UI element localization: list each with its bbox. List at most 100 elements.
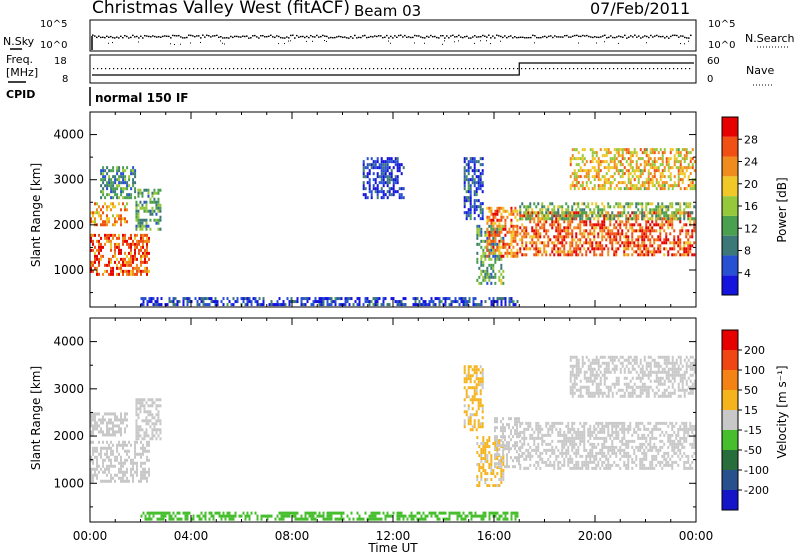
- data-cell: [147, 422, 150, 426]
- data-cell: [635, 163, 638, 167]
- data-cell: [545, 460, 548, 464]
- nsky-sample: [558, 36, 560, 38]
- data-cell: [659, 163, 662, 167]
- data-cell: [106, 446, 108, 450]
- data-cell: [609, 217, 612, 221]
- data-cell: [469, 160, 472, 164]
- data-cell: [593, 436, 596, 440]
- data-cell: [128, 242, 130, 246]
- data-cell: [609, 205, 612, 209]
- data-cell: [144, 233, 146, 237]
- data-cell: [475, 187, 478, 191]
- data-cell: [500, 239, 503, 243]
- nsky-sample: [516, 36, 518, 39]
- data-cell: [338, 297, 341, 301]
- data-cell: [583, 187, 586, 191]
- data-cell: [563, 451, 566, 455]
- data-cell: [328, 297, 331, 301]
- data-cell: [512, 459, 514, 463]
- data-cell: [597, 241, 600, 245]
- data-cell: [92, 263, 94, 267]
- data-cell: [364, 187, 367, 191]
- data-cell: [304, 297, 307, 301]
- data-cell: [529, 202, 532, 206]
- data-cell: [176, 300, 179, 304]
- data-cell: [498, 444, 500, 448]
- nsky-sample: [352, 37, 354, 39]
- nsky-sample: [206, 34, 208, 36]
- data-cell: [476, 463, 479, 467]
- data-cell: [102, 205, 104, 209]
- data-cell: [667, 460, 670, 464]
- data-cell: [569, 157, 572, 161]
- data-cell: [159, 422, 162, 426]
- data-cell: [374, 303, 377, 307]
- data-cell: [472, 303, 475, 307]
- data-cell: [136, 269, 138, 273]
- data-cell: [609, 445, 612, 449]
- nsky-sample: [556, 36, 558, 38]
- data-cell: [623, 250, 626, 254]
- data-cell: [380, 178, 383, 182]
- data-cell: [108, 430, 110, 434]
- data-cell: [504, 300, 507, 304]
- data-cell: [571, 424, 574, 428]
- data-cell: [665, 241, 668, 245]
- data-cell: [601, 226, 604, 230]
- data-cell: [144, 446, 146, 450]
- data-cell: [488, 275, 491, 279]
- data-cell: [689, 220, 692, 224]
- data-cell: [202, 297, 205, 301]
- data-cell: [146, 239, 148, 243]
- data-cell: [643, 166, 646, 170]
- data-cell: [545, 442, 548, 446]
- nsky-sample: [310, 34, 312, 37]
- data-cell: [496, 230, 499, 234]
- data-cell: [481, 416, 484, 420]
- data-cell: [581, 160, 584, 164]
- data-cell: [514, 236, 517, 240]
- data-cell: [667, 187, 670, 191]
- data-cell: [621, 148, 624, 152]
- data-cell: [685, 223, 688, 227]
- nave-dot: [177, 68, 179, 70]
- data-cell: [589, 232, 592, 236]
- data-cell: [137, 434, 140, 438]
- data-cell: [486, 230, 489, 234]
- data-cell: [144, 461, 146, 465]
- colorbar-segment: [722, 215, 738, 236]
- data-cell: [617, 160, 620, 164]
- data-cell: [147, 188, 150, 192]
- data-cell: [571, 208, 574, 212]
- data-cell: [601, 463, 604, 467]
- data-cell: [288, 303, 291, 307]
- data-cell: [498, 275, 501, 279]
- data-cell: [486, 460, 489, 464]
- data-cell: [669, 151, 672, 155]
- nsky-sample: [202, 34, 204, 36]
- data-cell: [609, 235, 612, 239]
- data-cell: [510, 429, 512, 433]
- data-cell: [516, 248, 519, 252]
- data-cell: [156, 300, 159, 304]
- data-cell: [617, 232, 620, 236]
- data-cell: [537, 460, 540, 464]
- data-cell: [605, 154, 608, 158]
- data-cell: [400, 196, 403, 200]
- data-cell: [667, 424, 670, 428]
- data-cell: [136, 245, 138, 249]
- data-cell: [90, 415, 92, 419]
- data-cell: [587, 214, 590, 218]
- data-cell: [615, 421, 618, 425]
- data-cell: [126, 196, 129, 200]
- data-cell: [220, 300, 223, 304]
- data-cell: [143, 407, 146, 411]
- data-cell: [553, 421, 556, 425]
- data-cell: [348, 297, 351, 301]
- data-cell: [561, 433, 564, 437]
- data-cell: [677, 463, 680, 467]
- data-cell: [102, 220, 104, 224]
- data-cell: [182, 300, 185, 304]
- data-cell: [143, 209, 146, 213]
- data-cell: [667, 463, 670, 467]
